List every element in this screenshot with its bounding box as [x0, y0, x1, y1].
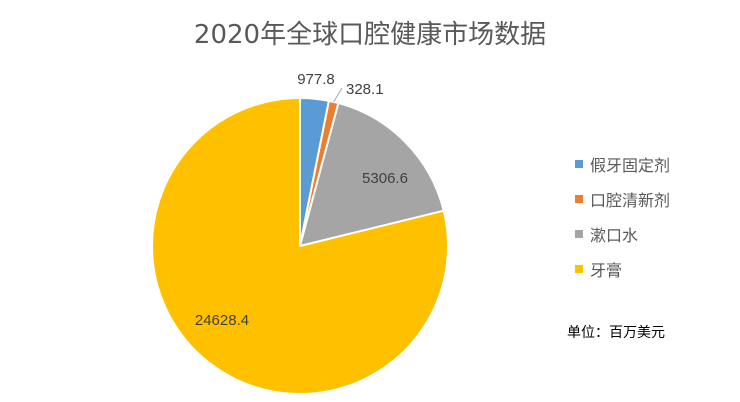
legend-label-breath-freshener: 口腔清新剂	[590, 190, 671, 210]
legend-swatch-toothpaste	[575, 264, 583, 273]
chart-title: 2020年全球口腔健康市场数据	[193, 20, 547, 50]
legend-swatch-mouthwash	[575, 229, 583, 238]
legend-label-mouthwash: 漱口水	[590, 225, 639, 245]
legend-item-denture-adhesive: 假牙固定剂	[575, 146, 670, 181]
legend-label-denture-adhesive: 假牙固定剂	[590, 155, 671, 175]
pie-slices	[151, 96, 449, 395]
data-label-toothpaste: 24628.4	[195, 312, 249, 329]
legend-item-toothpaste: 牙膏	[575, 251, 670, 286]
data-label-breath-freshener: 328.1	[346, 81, 384, 98]
legend-label-toothpaste: 牙膏	[590, 260, 623, 280]
unit-note: 单位：百万美元	[567, 325, 665, 341]
legend-swatch-breath-freshener	[575, 194, 583, 203]
data-label-denture-adhesive: 977.8	[297, 71, 335, 88]
leader-line-breath-freshener	[333, 87, 343, 103]
data-label-mouthwash: 5306.6	[362, 170, 408, 187]
legend-item-mouthwash: 漱口水	[575, 216, 670, 251]
legend-swatch-denture-adhesive	[575, 159, 583, 168]
pie-slice-mouthwash	[299, 102, 445, 247]
legend: 假牙固定剂 口腔清新剂 漱口水 牙膏	[575, 146, 670, 286]
pie-data-labels: 977.8 328.1 5306.6 24628.4	[195, 71, 408, 329]
pie-slice-toothpaste	[151, 97, 449, 395]
legend-item-breath-freshener: 口腔清新剂	[575, 181, 670, 216]
